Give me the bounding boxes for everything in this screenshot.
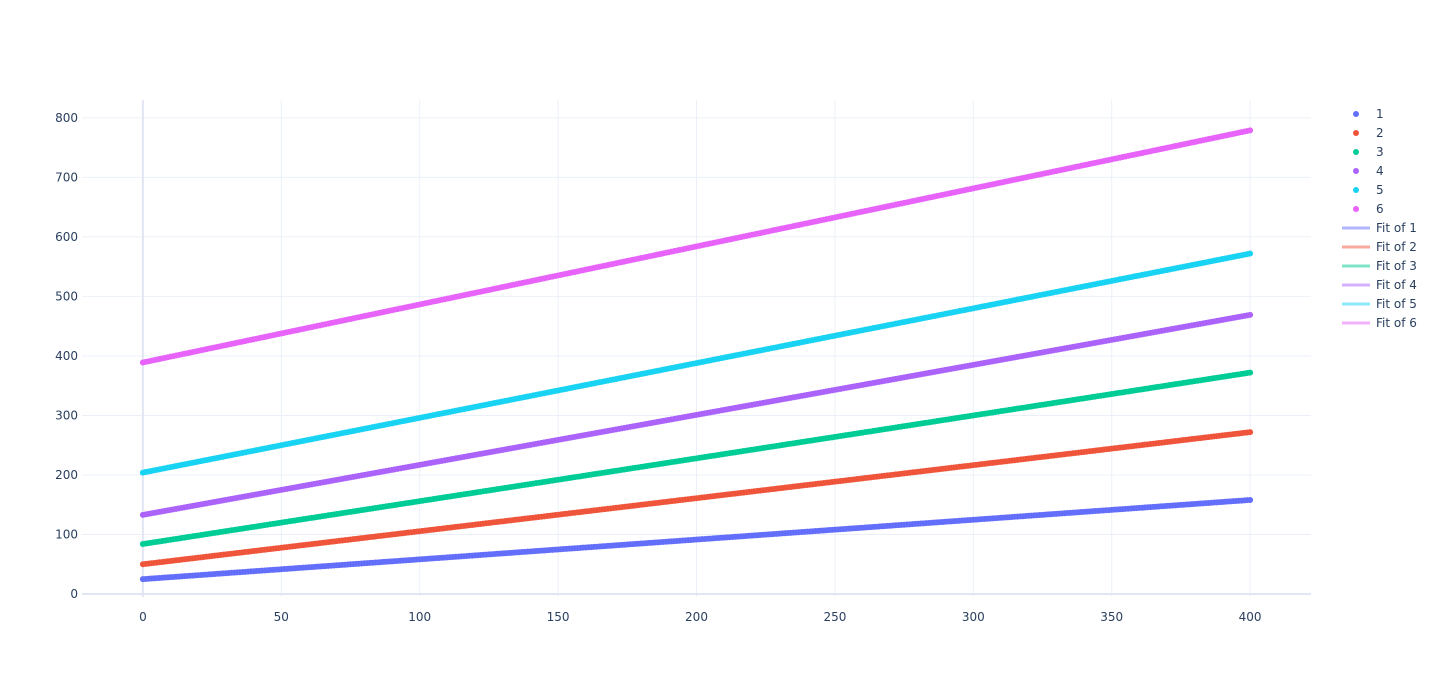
y-tick-label: 300: [55, 408, 78, 422]
x-tick-label: 50: [274, 610, 289, 624]
plot-area: [139, 127, 1254, 583]
x-tick-label: 150: [547, 610, 570, 624]
series-1: [139, 496, 1254, 583]
series-6: [139, 127, 1254, 366]
series-3: [139, 369, 1254, 548]
legend-item[interactable]: Fit of 4: [1342, 278, 1417, 292]
x-tick-label: 350: [1100, 610, 1123, 624]
legend-item[interactable]: 6: [1353, 202, 1384, 216]
legend-label: 5: [1376, 183, 1384, 197]
legend-marker: [1353, 149, 1359, 155]
legend-marker: [1353, 168, 1359, 174]
legend-item[interactable]: Fit of 5: [1342, 297, 1417, 311]
legend-item[interactable]: Fit of 6: [1342, 316, 1417, 330]
legend-marker: [1353, 130, 1359, 136]
y-tick-label: 400: [55, 349, 78, 363]
legend[interactable]: 1 2 3 4 5 6 Fit of 1 Fit of 2 Fit of 3 Fit of 4 Fi…: [1342, 107, 1417, 330]
legend-label: 2: [1376, 126, 1384, 140]
data-point: [1247, 369, 1254, 376]
legend-item[interactable]: 4: [1353, 164, 1384, 178]
x-tick-label: 400: [1239, 610, 1262, 624]
legend-label: 3: [1376, 145, 1384, 159]
y-tick-label: 600: [55, 230, 78, 244]
x-tick-label: 0: [139, 610, 147, 624]
legend-label: Fit of 1: [1376, 221, 1417, 235]
y-tick-label: 800: [55, 111, 78, 125]
y-tick-label: 100: [55, 528, 78, 542]
legend-label: 4: [1376, 164, 1384, 178]
legend-item[interactable]: 1: [1353, 107, 1384, 121]
legend-label: 1: [1376, 107, 1384, 121]
legend-marker: [1353, 206, 1359, 212]
legend-item[interactable]: 3: [1353, 145, 1384, 159]
y-tick-label: 200: [55, 468, 78, 482]
legend-item[interactable]: Fit of 1: [1342, 221, 1417, 235]
legend-item[interactable]: 5: [1353, 183, 1384, 197]
data-point: [1247, 127, 1254, 134]
x-tick-label: 100: [408, 610, 431, 624]
grid: [82, 100, 1311, 597]
legend-item[interactable]: Fit of 3: [1342, 259, 1417, 273]
legend-label: Fit of 2: [1376, 240, 1417, 254]
legend-marker: [1353, 187, 1359, 193]
y-tick-label: 500: [55, 289, 78, 303]
x-tick-label: 300: [962, 610, 985, 624]
legend-label: Fit of 5: [1376, 297, 1417, 311]
series-5: [139, 250, 1254, 476]
x-tick-label: 250: [823, 610, 846, 624]
legend-label: Fit of 4: [1376, 278, 1417, 292]
series-4: [139, 311, 1254, 518]
legend-label: Fit of 3: [1376, 259, 1417, 273]
axes: 0 50 100 150 200 250 300 350 400 0 100 200 300 400 500…: [55, 111, 1261, 624]
data-point: [1247, 311, 1254, 318]
y-tick-label: 0: [70, 587, 78, 601]
legend-item[interactable]: Fit of 2: [1342, 240, 1417, 254]
data-point: [1247, 496, 1254, 503]
legend-label: 6: [1376, 202, 1384, 216]
y-tick-label: 700: [55, 170, 78, 184]
legend-marker: [1353, 111, 1359, 117]
data-point: [1247, 250, 1254, 257]
legend-label: Fit of 6: [1376, 316, 1417, 330]
series-2: [139, 429, 1254, 568]
x-tick-label: 200: [685, 610, 708, 624]
legend-item[interactable]: 2: [1353, 126, 1384, 140]
data-point: [1247, 429, 1254, 436]
